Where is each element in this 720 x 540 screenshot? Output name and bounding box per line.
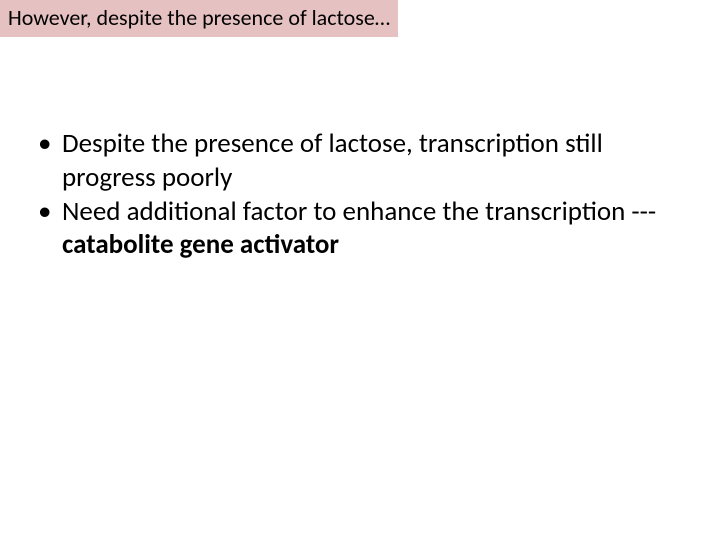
bullet-text-prefix: Need additional factor to enhance the tr… xyxy=(62,195,656,228)
bullet-list: Despite the presence of lactose, transcr… xyxy=(30,127,690,262)
bullet-item: Despite the presence of lactose, transcr… xyxy=(30,127,690,195)
bullet-text: Despite the presence of lactose, transcr… xyxy=(62,127,603,194)
slide-content: Despite the presence of lactose, transcr… xyxy=(0,37,720,262)
slide-title-bar: However, despite the presence of lactose… xyxy=(0,0,398,37)
bullet-item: Need additional factor to enhance the tr… xyxy=(30,195,690,263)
slide-title: However, despite the presence of lactose… xyxy=(8,4,390,31)
bullet-text-bold: catabolite gene activator xyxy=(62,228,339,261)
